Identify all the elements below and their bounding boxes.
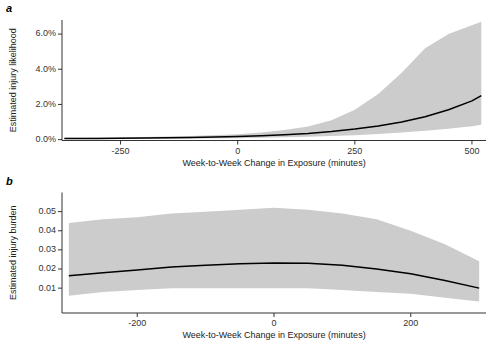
y-tick-label: 2.0%: [35, 99, 56, 109]
plot-area: [69, 208, 479, 302]
confidence-band: [69, 208, 479, 302]
x-tick-label: -250: [112, 146, 130, 156]
y-tick: [58, 104, 62, 105]
y-tick: [58, 69, 62, 70]
y-axis-line: [62, 20, 63, 141]
x-axis-label: Week-to-Week Change in Exposure (minutes…: [182, 330, 365, 340]
x-tick-label: 250: [347, 146, 362, 156]
y-axis-label: Estimated injury burden: [8, 205, 18, 300]
confidence-band: [64, 22, 481, 139]
x-tick-label: 200: [403, 318, 418, 328]
y-tick-label: 4.0%: [35, 64, 56, 74]
panel-label: b: [6, 175, 13, 187]
x-tick: [237, 141, 238, 145]
x-tick-label: 500: [464, 146, 479, 156]
y-tick: [58, 139, 62, 140]
x-tick-label: -200: [128, 318, 146, 328]
x-tick-label: 0: [235, 146, 240, 156]
y-tick-label: 0.04: [38, 225, 56, 235]
panel: 0.01 0.02 0.03 0.04 0.05 -200 0 200 Week-to-Week…: [6, 175, 486, 341]
y-axis-label: Estimated injury likelihood: [8, 28, 18, 132]
y-tick-label: 0.05: [38, 206, 56, 216]
y-tick-label: 0.0%: [35, 134, 56, 144]
y-tick-label: 0.02: [38, 263, 56, 273]
y-tick: [58, 211, 62, 212]
x-tick-label: 0: [271, 318, 276, 328]
x-axis-line: [62, 140, 486, 141]
y-axis-line: [62, 193, 63, 314]
x-tick: [120, 141, 121, 145]
x-tick: [274, 313, 275, 317]
x-tick: [354, 141, 355, 145]
y-tick: [58, 34, 62, 35]
y-tick: [58, 269, 62, 270]
y-tick-label: 6.0%: [35, 28, 56, 38]
y-tick-label: 0.01: [38, 283, 56, 293]
plot-area: [64, 22, 481, 139]
x-axis-label: Week-to-Week Change in Exposure (minutes…: [182, 158, 365, 168]
y-tick: [58, 249, 62, 250]
x-tick: [410, 313, 411, 317]
y-tick-label: 0.03: [38, 244, 56, 254]
y-tick: [58, 230, 62, 231]
panel-label: a: [6, 2, 12, 14]
line: [64, 96, 481, 139]
y-tick: [58, 288, 62, 289]
line: [69, 263, 479, 288]
figure: 0.0% 2.0% 4.0% 6.0% -250 0 250 500 Week-to-Week …: [0, 0, 500, 345]
x-tick: [137, 313, 138, 317]
x-tick: [471, 141, 472, 145]
panel: 0.0% 2.0% 4.0% 6.0% -250 0 250 500 Week-to-Week …: [6, 2, 486, 168]
